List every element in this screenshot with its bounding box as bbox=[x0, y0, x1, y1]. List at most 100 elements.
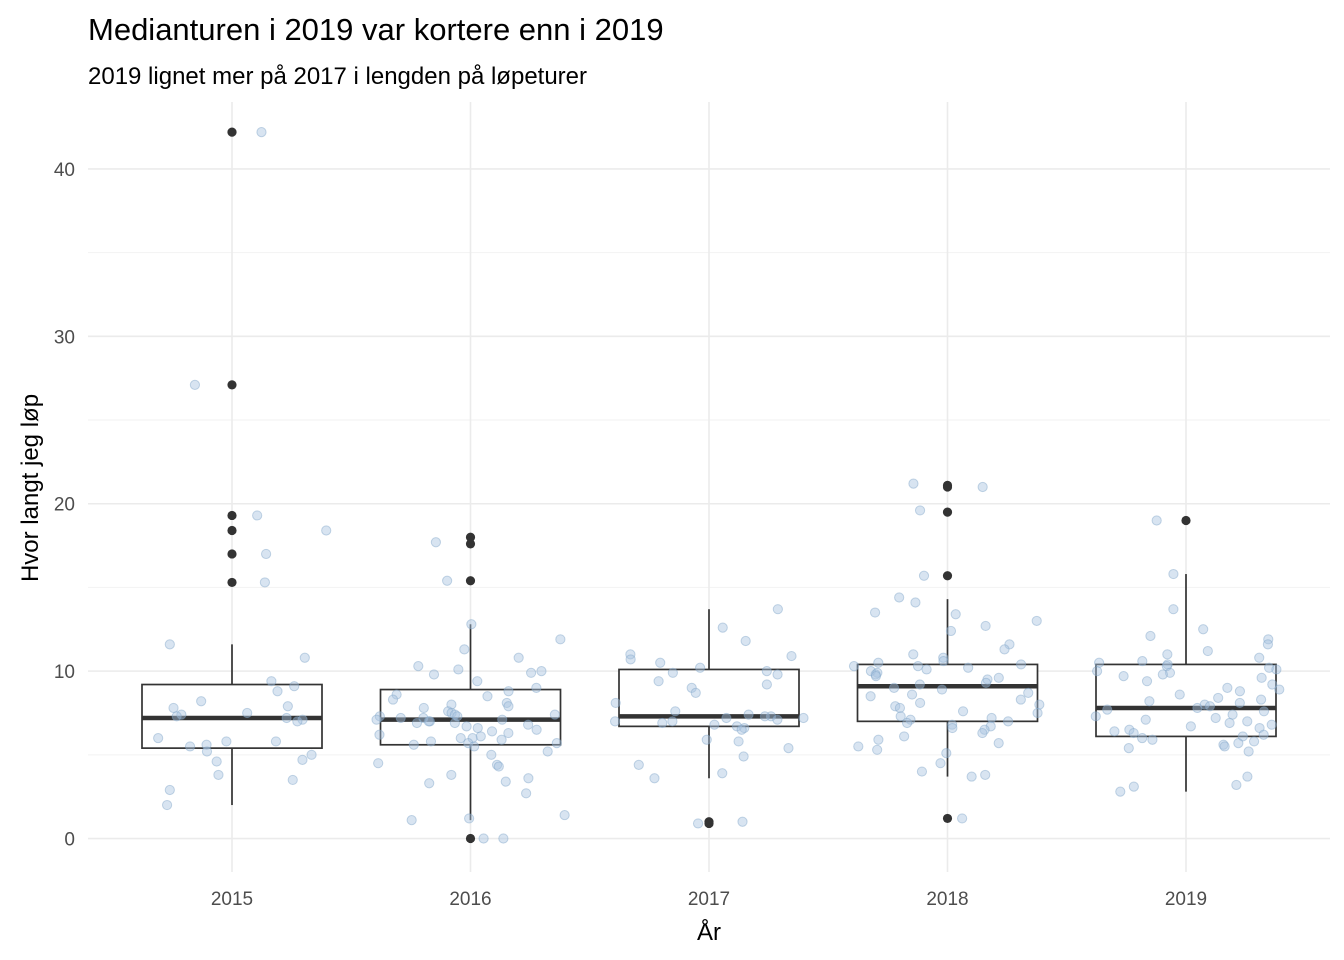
jitter-point bbox=[521, 788, 532, 799]
jitter-point bbox=[1137, 655, 1148, 667]
jitter-point bbox=[491, 759, 503, 770]
jitter-point bbox=[655, 657, 666, 668]
jitter-point bbox=[610, 697, 621, 709]
jitter-point bbox=[475, 731, 486, 742]
jitter-point bbox=[957, 813, 968, 824]
jitter-point bbox=[633, 759, 644, 770]
jitter-point bbox=[848, 661, 860, 672]
jitter-point bbox=[853, 741, 864, 752]
jitter-point bbox=[466, 619, 477, 630]
jitter-point bbox=[999, 644, 1010, 655]
jitter-point bbox=[894, 592, 905, 603]
jitter-point bbox=[270, 736, 282, 747]
jitter-point bbox=[406, 815, 417, 826]
jitter-point bbox=[424, 778, 435, 789]
jitter-point bbox=[957, 706, 969, 717]
jitter-point bbox=[1254, 652, 1265, 663]
jitter-point bbox=[1254, 722, 1265, 734]
jitter-point bbox=[297, 714, 308, 725]
jitter-point bbox=[459, 644, 470, 655]
jitter-point bbox=[467, 732, 478, 744]
jitter-point bbox=[888, 682, 900, 693]
jitter-point bbox=[260, 548, 272, 560]
jitter-point bbox=[292, 716, 303, 727]
x-axis-title: År bbox=[697, 918, 721, 946]
jitter-point bbox=[1258, 729, 1269, 740]
jitter-point bbox=[761, 679, 772, 690]
jitter-point bbox=[980, 620, 991, 632]
jitter-point bbox=[772, 604, 783, 615]
jitter-point bbox=[453, 664, 464, 675]
jitter-point bbox=[1213, 692, 1224, 704]
jitter-point bbox=[486, 726, 498, 737]
jitter-point bbox=[1222, 682, 1233, 693]
jitter-point bbox=[446, 699, 457, 710]
jitter-point bbox=[1242, 716, 1253, 727]
jitter-point bbox=[985, 721, 996, 732]
jitter-point bbox=[692, 818, 704, 829]
jitter-point bbox=[452, 711, 463, 722]
jitter-point bbox=[549, 709, 560, 720]
jitter-point bbox=[1204, 701, 1216, 712]
jitter-point bbox=[387, 694, 399, 705]
jitter-point bbox=[921, 664, 932, 675]
jitter-point bbox=[497, 714, 508, 725]
jitter-point bbox=[259, 577, 270, 588]
jitter-point bbox=[1124, 724, 1135, 735]
jitter-point bbox=[667, 667, 678, 678]
y-tick-label: 40 bbox=[54, 160, 75, 181]
jitter-point bbox=[783, 743, 794, 754]
jitter-point bbox=[242, 707, 253, 719]
jitter-point bbox=[1168, 568, 1179, 580]
jitter-point bbox=[1233, 738, 1244, 749]
jitter-point bbox=[171, 711, 182, 722]
jitter-point bbox=[1128, 781, 1139, 792]
jitter-point bbox=[306, 749, 317, 760]
jitter-point bbox=[531, 724, 542, 735]
jitter-point bbox=[1092, 666, 1103, 677]
jitter-point bbox=[993, 738, 1004, 749]
jitter-point bbox=[256, 127, 267, 138]
jitter-point bbox=[1141, 676, 1153, 687]
jitter-point bbox=[1237, 731, 1248, 742]
jitter-point bbox=[910, 597, 921, 608]
x-tick-label: 2017 bbox=[688, 889, 730, 910]
jitter-point bbox=[461, 721, 472, 732]
outlier-point bbox=[227, 510, 237, 521]
jitter-point bbox=[373, 758, 384, 769]
jitter-point bbox=[1137, 732, 1148, 744]
jitter-point bbox=[653, 676, 664, 687]
jitter-point bbox=[1034, 699, 1045, 710]
jitter-point bbox=[908, 478, 919, 489]
jitter-point bbox=[418, 712, 429, 724]
jitter-point bbox=[1094, 657, 1105, 668]
outlier-point bbox=[942, 482, 953, 492]
box-2018 bbox=[856, 663, 1039, 723]
y-tick-label: 30 bbox=[54, 327, 75, 348]
jitter-point bbox=[966, 771, 977, 782]
jitter-point bbox=[464, 813, 475, 824]
jitter-point bbox=[906, 689, 918, 700]
jitter-point bbox=[482, 691, 493, 702]
jitter-point bbox=[733, 736, 744, 747]
jitter-point bbox=[1161, 661, 1172, 672]
jitter-point bbox=[1234, 686, 1246, 697]
outlier-point bbox=[465, 539, 476, 549]
y-tick-label: 20 bbox=[54, 495, 75, 516]
jitter-point bbox=[737, 816, 748, 827]
jitter-point bbox=[918, 570, 930, 581]
jitter-point bbox=[625, 654, 636, 665]
jitter-point bbox=[977, 727, 988, 739]
jitter-point bbox=[542, 746, 553, 757]
x-tick-label: 2018 bbox=[926, 889, 968, 910]
jitter-point bbox=[272, 686, 283, 697]
jitter-point bbox=[1267, 679, 1278, 690]
jitter-point bbox=[738, 751, 749, 762]
jitter-point bbox=[899, 731, 910, 742]
jitter-point bbox=[503, 701, 514, 712]
outlier-point bbox=[227, 127, 237, 137]
jitter-point bbox=[912, 661, 924, 672]
jitter-point bbox=[982, 674, 993, 685]
jitter-point bbox=[786, 650, 797, 662]
jitter-point bbox=[980, 677, 992, 688]
